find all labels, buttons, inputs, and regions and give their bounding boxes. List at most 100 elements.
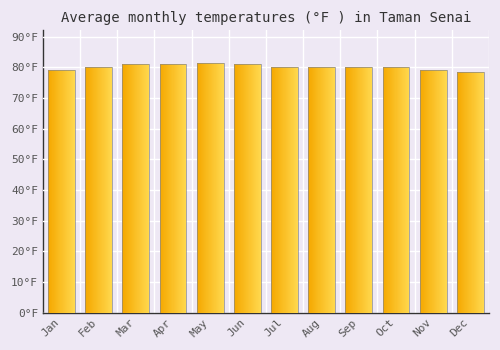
Bar [143, 64, 144, 313]
Bar [283, 67, 284, 313]
Bar [131, 64, 132, 313]
Bar [210, 63, 212, 313]
Bar [386, 67, 387, 313]
Bar [382, 67, 409, 313]
Bar [221, 63, 222, 313]
Bar [69, 70, 70, 313]
Bar [356, 67, 357, 313]
Bar [384, 67, 385, 313]
Bar [99, 67, 100, 313]
Bar [397, 67, 398, 313]
Bar [205, 63, 206, 313]
Bar [174, 64, 175, 313]
Bar [135, 64, 136, 313]
Bar [479, 71, 480, 313]
Bar [474, 71, 475, 313]
Bar [247, 64, 248, 313]
Bar [285, 67, 286, 313]
Bar [439, 70, 440, 313]
Bar [145, 64, 146, 313]
Bar [274, 67, 275, 313]
Bar [95, 67, 96, 313]
Bar [100, 67, 101, 313]
Bar [460, 71, 461, 313]
Bar [329, 67, 330, 313]
Bar [51, 70, 52, 313]
Bar [93, 67, 94, 313]
Bar [271, 67, 272, 313]
Bar [308, 67, 309, 313]
Bar [425, 70, 426, 313]
Bar [144, 64, 145, 313]
Bar [325, 67, 326, 313]
Bar [279, 67, 280, 313]
Bar [440, 70, 441, 313]
Bar [276, 67, 277, 313]
Bar [138, 64, 139, 313]
Bar [458, 71, 459, 313]
Bar [445, 70, 446, 313]
Bar [473, 71, 474, 313]
Bar [244, 64, 245, 313]
Bar [203, 63, 204, 313]
Bar [348, 67, 349, 313]
Bar [437, 70, 438, 313]
Bar [462, 71, 463, 313]
Bar [245, 64, 246, 313]
Bar [483, 71, 484, 313]
Bar [390, 67, 391, 313]
Bar [48, 70, 49, 313]
Bar [367, 67, 368, 313]
Bar [67, 70, 68, 313]
Bar [147, 64, 148, 313]
Bar [354, 67, 355, 313]
Bar [468, 71, 469, 313]
Bar [179, 64, 180, 313]
Bar [207, 63, 208, 313]
Bar [347, 67, 348, 313]
Bar [160, 64, 186, 313]
Bar [141, 64, 142, 313]
Bar [370, 67, 371, 313]
Bar [349, 67, 350, 313]
Bar [435, 70, 436, 313]
Bar [49, 70, 50, 313]
Bar [292, 67, 293, 313]
Bar [53, 70, 54, 313]
Bar [258, 64, 259, 313]
Bar [464, 71, 465, 313]
Bar [164, 64, 165, 313]
Bar [328, 67, 329, 313]
Bar [236, 64, 237, 313]
Bar [277, 67, 278, 313]
Bar [357, 67, 358, 313]
Bar [175, 64, 176, 313]
Bar [430, 70, 431, 313]
Bar [471, 71, 472, 313]
Bar [333, 67, 334, 313]
Bar [104, 67, 105, 313]
Bar [317, 67, 318, 313]
Bar [332, 67, 333, 313]
Bar [167, 64, 168, 313]
Bar [426, 70, 428, 313]
Bar [108, 67, 109, 313]
Bar [366, 67, 367, 313]
Bar [396, 67, 397, 313]
Bar [62, 70, 63, 313]
Bar [127, 64, 128, 313]
Bar [241, 64, 242, 313]
Bar [434, 70, 435, 313]
Bar [402, 67, 403, 313]
Bar [326, 67, 327, 313]
Bar [436, 70, 437, 313]
Title: Average monthly temperatures (°F ) in Taman Senai: Average monthly temperatures (°F ) in Ta… [60, 11, 471, 25]
Bar [124, 64, 125, 313]
Bar [392, 67, 393, 313]
Bar [87, 67, 88, 313]
Bar [88, 67, 89, 313]
Bar [358, 67, 359, 313]
Bar [249, 64, 250, 313]
Bar [239, 64, 240, 313]
Bar [199, 63, 200, 313]
